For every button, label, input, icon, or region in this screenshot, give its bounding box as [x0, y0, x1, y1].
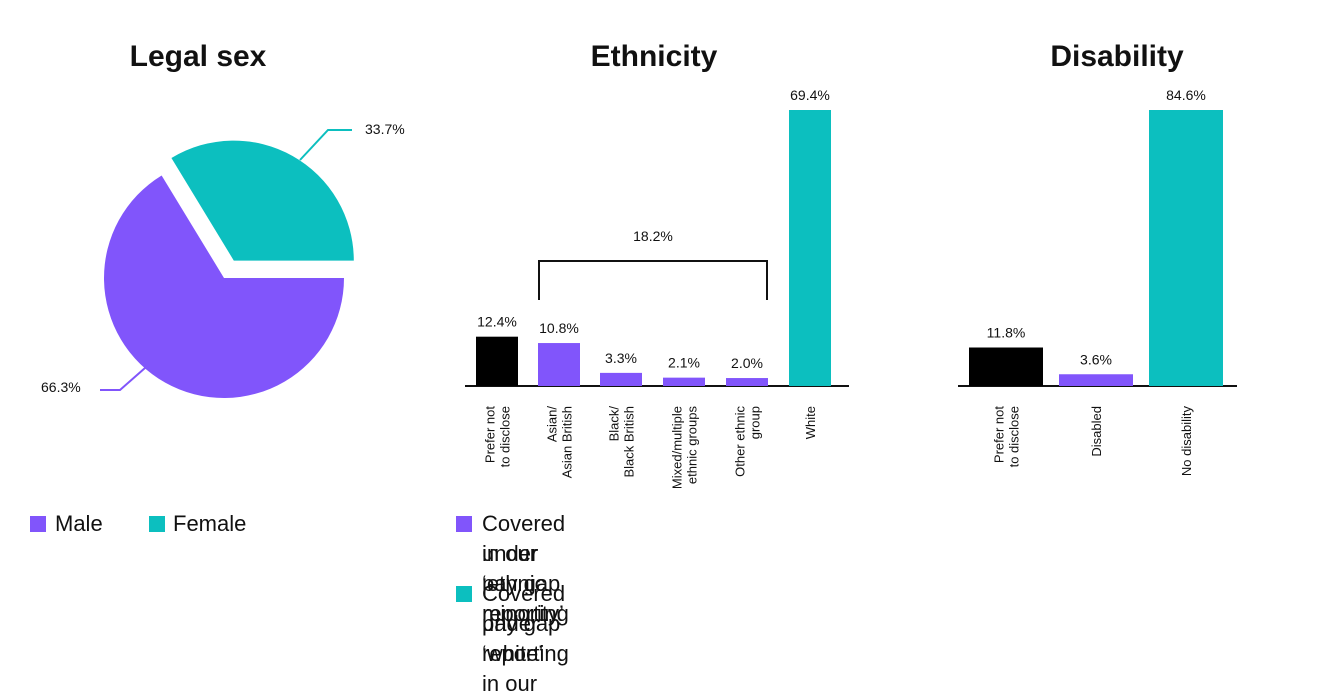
disability-tick-label-no-disability: No disability	[1179, 406, 1194, 477]
ethnicity-bar-white	[789, 110, 831, 386]
disability-tick-label-prefer-not-to-disclose-line2: to disclose	[1007, 406, 1022, 467]
ethnicity-tick-label-other-ethnic-group-line1: Other ethnic	[733, 406, 748, 477]
ethnicity-title: Ethnicity	[590, 40, 718, 73]
legend-label-female: Female	[173, 511, 247, 536]
disability-tick-label-disabled: Disabled	[1089, 406, 1104, 457]
legend-label-ethnic-minority-line2: in our pay gap reporting	[482, 541, 569, 626]
ethnicity-bar-prefer-not-to-disclose	[476, 336, 518, 386]
legend-label-male: Male	[55, 511, 103, 536]
legend-label-ethnic-minority-line1: Covered under ‘ethnic minority’	[482, 511, 566, 626]
legend-swatch-white	[456, 586, 472, 602]
ethnicity-value-label-other-ethnic-group: 2.0%	[731, 355, 763, 371]
pie-slice-female	[171, 140, 354, 261]
ethnicity-tick-label-mixed-multiple-ethnic-groups-line2: ethnic groups	[685, 406, 700, 485]
pie-label-male: 66.3%	[41, 379, 81, 395]
ethnicity-value-label-white: 69.4%	[790, 87, 830, 103]
ethnicity-bar-asian-asian-british	[538, 343, 580, 386]
ethnicity-tick-label-asian-asian-british-line1: Asian/	[545, 406, 560, 443]
ethnicity-bar-other-ethnic-group	[726, 378, 768, 386]
ethnicity-bracket-label: 18.2%	[633, 228, 673, 244]
ethnicity-tick-label-prefer-not-to-disclose-line1: Prefer not	[483, 406, 498, 463]
pie-label-female: 33.7%	[365, 121, 405, 137]
legend-swatch-female	[149, 516, 165, 532]
ethnicity-tick-label-black-black-british-line2: Black British	[622, 406, 637, 478]
ethnicity-tick-label-black-black-british-line1: Black/	[607, 406, 622, 442]
ethnicity-tick-label-other-ethnic-group-line2: group	[748, 406, 763, 439]
ethnicity-bar-black-black-british	[600, 372, 642, 386]
disability-bar-prefer-not-to-disclose	[969, 347, 1043, 386]
disability-value-label-prefer-not-to-disclose: 11.8%	[987, 325, 1026, 341]
pie-leader-female	[299, 129, 352, 161]
ethnicity-value-label-asian-asian-british: 10.8%	[539, 320, 579, 336]
charts-canvas: 33.7%66.3%12.4%Prefer not to disclose10.8…	[41, 87, 1237, 489]
ethnicity-bar-mixed-multiple-ethnic-groups	[663, 377, 705, 386]
disability-title: Disability	[1050, 40, 1184, 73]
legend-swatch-male	[30, 516, 46, 532]
disability-bar-no-disability	[1149, 110, 1223, 386]
ethnicity-tick-label-prefer-not-to-disclose-line2: to disclose	[498, 406, 513, 467]
legal-sex-title: Legal sex	[129, 40, 267, 73]
disability-tick-label-prefer-not-to-disclose-line1: Prefer not	[992, 406, 1007, 463]
ethnicity-tick-label-white: White	[803, 406, 818, 439]
legend-label-white-line2: pay gap reporting	[482, 611, 569, 666]
ethnicity-tick-label-asian-asian-british-line2: Asian British	[560, 406, 575, 478]
pie-leader-male	[100, 367, 146, 391]
ethnicity-value-label-mixed-multiple-ethnic-groups: 2.1%	[668, 355, 700, 371]
ethnicity-bracket	[538, 260, 768, 300]
disability-bar-disabled	[1059, 374, 1133, 386]
ethnicity-value-label-black-black-british: 3.3%	[605, 350, 637, 366]
ethnicity-tick-label-mixed-multiple-ethnic-groups-line1: Mixed/multiple	[670, 406, 685, 489]
legend-swatch-ethnic-minority	[456, 516, 472, 532]
disability-value-label-no-disability: 84.6%	[1166, 87, 1206, 103]
ethnicity-value-label-prefer-not-to-disclose: 12.4%	[477, 314, 517, 330]
pie-slice-male	[104, 175, 344, 398]
disability-value-label-disabled: 3.6%	[1080, 351, 1112, 367]
